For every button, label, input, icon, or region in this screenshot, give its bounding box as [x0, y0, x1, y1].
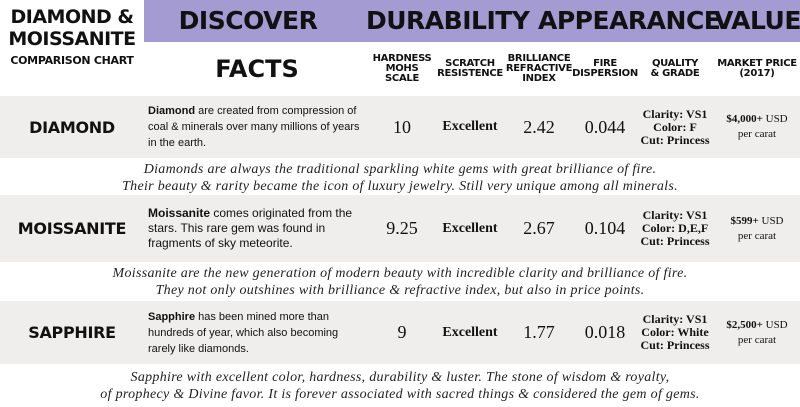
note-line-1: Sapphire with excellent color, hardness,… — [130, 370, 670, 385]
gem-description-bold: Diamond — [148, 105, 196, 117]
color-grade: Color: F — [653, 119, 697, 134]
clarity: Clarity: VS1 — [642, 106, 708, 121]
price-unit: per carat — [737, 128, 777, 140]
discover-heading: DISCOVER — [178, 6, 318, 35]
hardness-value: 10 — [393, 116, 411, 137]
quality-header-line-1: QUALITY — [651, 58, 699, 69]
facts-header: FACTS — [215, 55, 299, 83]
scratch-header-line-1: SCRATCH — [445, 58, 495, 69]
price-amount: $4,000+ — [726, 113, 763, 125]
value-heading: VALUE — [714, 6, 800, 35]
durability-heading: DURABILITY — [366, 6, 530, 35]
hardness-value: 9.25 — [386, 218, 418, 238]
price-amount: $599+ — [730, 214, 759, 227]
title-line-2: MOISSANITE — [8, 28, 136, 50]
gem-name: MOISSANITE — [17, 219, 127, 238]
scratch-value: Excellent — [442, 119, 498, 134]
fire-value: 0.044 — [584, 116, 626, 137]
price-currency: USD — [762, 113, 788, 125]
gem-row-diamond: DIAMOND Diamond are created from compres… — [0, 96, 800, 158]
color-grade: Color: D,E,F — [641, 221, 709, 235]
hardness-value: 9 — [397, 322, 407, 342]
market-price: $2,500+ USD per carat — [714, 301, 800, 364]
price-header-line-1: MARKET PRICE — [717, 58, 797, 69]
scratch-header-line-2: RESISTENCE — [437, 68, 503, 79]
brilliance-header: BRILLIANCE REFRACTIVE INDEX — [504, 42, 574, 96]
note-line-1: Diamonds are always the traditional spar… — [143, 162, 657, 177]
brilliance-value: 2.42 — [523, 116, 555, 137]
note-line-1: Moissanite are the new generation of mod… — [112, 266, 688, 281]
gem-row-moissanite: MOISSANITE Moissanite comes originated f… — [0, 195, 800, 262]
title-line-3: COMPARISON CHART — [10, 54, 134, 67]
gem-description: Diamond are created from compression of … — [148, 96, 366, 158]
header-band: DISCOVER DURABILITY APPEARANCE VALUE — [144, 0, 800, 42]
price-currency: USD — [762, 318, 788, 331]
note-diamond: Diamonds are always the traditional spar… — [0, 158, 800, 194]
fire-value: 0.018 — [584, 322, 626, 342]
gem-description-text: are created from compression of coal & m… — [148, 105, 360, 149]
brilliance-header-line-1: BRILLIANCE — [507, 53, 571, 64]
fire-header-line-1: FIRE — [593, 58, 617, 69]
quality-header-line-2: & GRADE — [650, 68, 700, 79]
gem-description-bold: Moissanite — [148, 206, 211, 220]
quality-grade: Clarity: VS1 Color: F Cut: Princess — [636, 96, 714, 158]
clarity: Clarity: VS1 — [642, 208, 708, 222]
fire-value: 0.104 — [584, 218, 626, 238]
note-line-2: They not only outshines with brilliance … — [155, 283, 645, 298]
quality-header: QUALITY & GRADE — [636, 42, 714, 96]
note-moissanite: Moissanite are the new generation of mod… — [0, 262, 800, 298]
brilliance-value: 1.77 — [523, 322, 555, 342]
price-header: MARKET PRICE (2017) — [714, 42, 800, 96]
brilliance-header-line-3: INDEX — [522, 73, 556, 84]
gem-description-bold: Sapphire — [148, 310, 196, 323]
scratch-value: Excellent — [442, 220, 498, 236]
color-grade: Color: White — [641, 325, 709, 339]
gem-description: Moissanite comes originated from the sta… — [148, 195, 366, 262]
hardness-header-line-2: MOHS SCALE — [385, 63, 419, 84]
title-line-1: DIAMOND & — [10, 6, 134, 28]
appearance-heading: APPEARANCE — [538, 6, 721, 35]
clarity: Clarity: VS1 — [642, 312, 708, 326]
market-price: $599+ USD per carat — [714, 195, 800, 262]
scratch-header: SCRATCH RESISTENCE — [436, 42, 504, 96]
gem-description-text: has been mined more than hundreds of yea… — [148, 310, 339, 355]
brilliance-value: 2.67 — [523, 218, 555, 238]
fire-header: FIRE DISPERSION — [572, 42, 638, 96]
quality-grade: Clarity: VS1 Color: D,E,F Cut: Princess — [636, 195, 714, 262]
quality-grade: Clarity: VS1 Color: White Cut: Princess — [636, 301, 714, 364]
gem-description-text: comes originated from the stars. This ra… — [148, 206, 353, 250]
cut: Cut: Princess — [640, 132, 710, 147]
cut: Cut: Princess — [640, 234, 710, 248]
market-price: $4,000+ USD per carat — [714, 96, 800, 158]
brilliance-header-line-2: REFRACTIVE — [505, 63, 573, 74]
price-unit: per carat — [737, 333, 777, 346]
chart-title: DIAMOND & MOISSANITE COMPARISON CHART — [0, 0, 144, 96]
fire-header-line-2: DISPERSION — [572, 68, 638, 79]
note-line-2: of prophecy & Divine favor. It is foreve… — [100, 387, 700, 402]
hardness-header-line-1: HARDNESS — [372, 53, 432, 64]
gem-row-sapphire: SAPPHIRE Sapphire has been mined more th… — [0, 301, 800, 364]
scratch-value: Excellent — [442, 324, 498, 340]
column-headers: FACTS HARDNESS MOHS SCALE SCRATCH RESISTEN… — [144, 42, 800, 96]
hardness-header: HARDNESS MOHS SCALE — [368, 42, 436, 96]
gem-name: DIAMOND — [29, 117, 115, 137]
gem-name: SAPPHIRE — [28, 323, 116, 342]
price-amount: $2,500+ — [726, 318, 763, 331]
cut: Cut: Princess — [640, 338, 710, 352]
note-sapphire: Sapphire with excellent color, hardness,… — [0, 364, 800, 407]
gem-description: Sapphire has been mined more than hundre… — [148, 301, 366, 364]
price-unit: per carat — [737, 229, 777, 242]
price-header-line-2: (2017) — [739, 68, 775, 79]
note-line-2: Their beauty & rarity became the icon of… — [122, 179, 678, 194]
price-currency: USD — [758, 214, 784, 227]
